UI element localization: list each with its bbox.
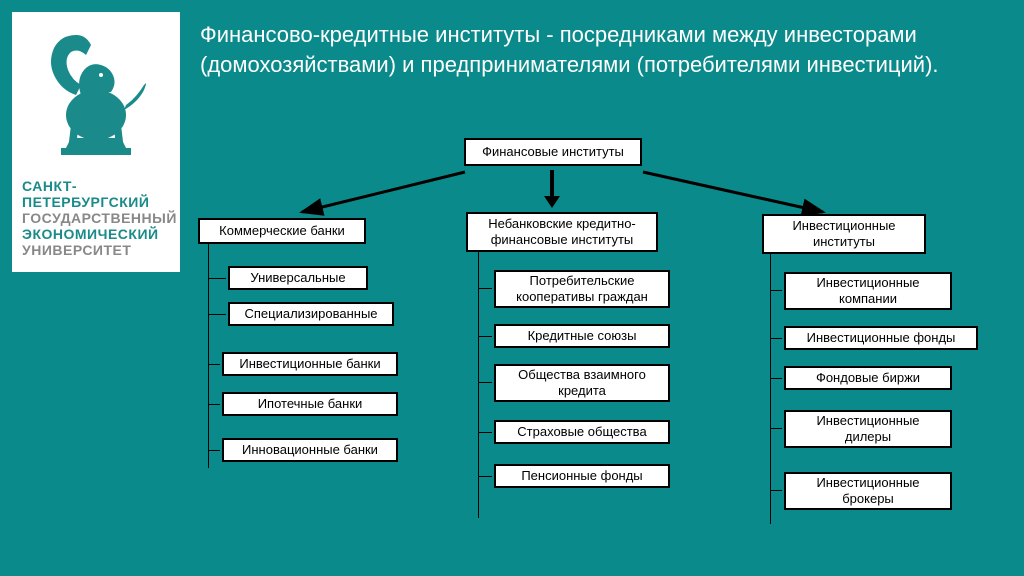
node-b3-item3: Инвестиционные дилеры: [784, 410, 952, 448]
arrow-right: [638, 168, 838, 220]
node-b2-item2: Общества взаимного кредита: [494, 364, 670, 402]
logo-line-3: ЭКОНОМИЧЕСКИЙ: [22, 226, 174, 242]
node-b2-item3: Страховые общества: [494, 420, 670, 444]
node-branch1-head: Коммерческие банки: [198, 218, 366, 244]
logo-text: САНКТ-ПЕТЕРБУРГСКИЙ ГОСУДАРСТВЕННЫЙ ЭКОН…: [18, 178, 174, 258]
university-logo-block: САНКТ-ПЕТЕРБУРГСКИЙ ГОСУДАРСТВЕННЫЙ ЭКОН…: [12, 12, 180, 272]
node-b2-item4: Пенсионные фонды: [494, 464, 670, 488]
bracket-branch2: [478, 252, 479, 518]
node-b1-item4: Инновационные банки: [222, 438, 398, 462]
logo-line-1: САНКТ-ПЕТЕРБУРГСКИЙ: [22, 178, 174, 210]
bracket-branch3: [770, 254, 771, 524]
arrow-down: [540, 168, 564, 210]
logo-line-4: УНИВЕРСИТЕТ: [22, 242, 174, 258]
griffin-logo-icon: [26, 20, 166, 170]
node-branch3-head: Инвестиционные институты: [762, 214, 926, 254]
node-branch2-head: Небанковские кредитно-финансовые институ…: [466, 212, 658, 252]
node-b1-item0: Универсальные: [228, 266, 368, 290]
slide-title: Финансово-кредитные институты - посредни…: [200, 20, 990, 79]
node-b2-item0: Потребительские кооперативы граждан: [494, 270, 670, 308]
logo-line-2: ГОСУДАРСТВЕННЫЙ: [22, 210, 174, 226]
node-b3-item4: Инвестиционные брокеры: [784, 472, 952, 510]
node-root: Финансовые институты: [464, 138, 642, 166]
node-b1-item1: Специализированные: [228, 302, 394, 326]
node-b3-item1: Инвестиционные фонды: [784, 326, 978, 350]
arrow-left: [290, 168, 470, 220]
node-b3-item2: Фондовые биржи: [784, 366, 952, 390]
node-b2-item1: Кредитные союзы: [494, 324, 670, 348]
node-b1-item3: Ипотечные банки: [222, 392, 398, 416]
node-b3-item0: Инвестиционные компании: [784, 272, 952, 310]
node-b1-item2: Инвестиционные банки: [222, 352, 398, 376]
